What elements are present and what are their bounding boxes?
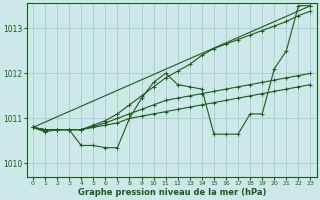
- X-axis label: Graphe pression niveau de la mer (hPa): Graphe pression niveau de la mer (hPa): [77, 188, 266, 197]
